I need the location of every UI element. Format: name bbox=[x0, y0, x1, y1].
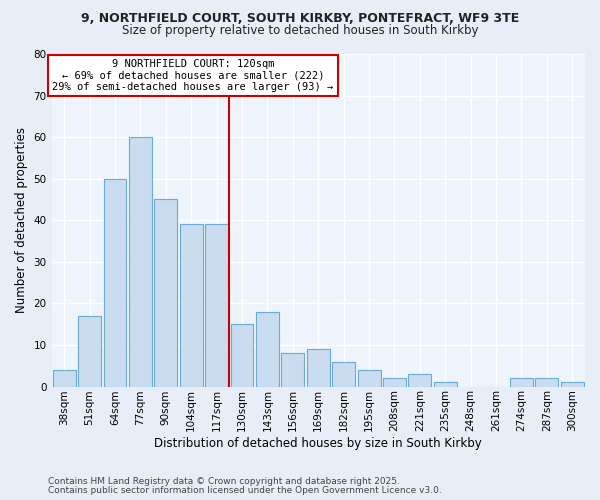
Text: Contains public sector information licensed under the Open Government Licence v3: Contains public sector information licen… bbox=[48, 486, 442, 495]
Text: Contains HM Land Registry data © Crown copyright and database right 2025.: Contains HM Land Registry data © Crown c… bbox=[48, 477, 400, 486]
Y-axis label: Number of detached properties: Number of detached properties bbox=[15, 128, 28, 314]
Bar bbox=[434, 382, 457, 386]
Bar bbox=[332, 362, 355, 386]
Text: 9 NORTHFIELD COURT: 120sqm
← 69% of detached houses are smaller (222)
29% of sem: 9 NORTHFIELD COURT: 120sqm ← 69% of deta… bbox=[52, 59, 334, 92]
Bar bbox=[535, 378, 559, 386]
Bar bbox=[78, 316, 101, 386]
Text: 9, NORTHFIELD COURT, SOUTH KIRKBY, PONTEFRACT, WF9 3TE: 9, NORTHFIELD COURT, SOUTH KIRKBY, PONTE… bbox=[81, 12, 519, 26]
Bar bbox=[510, 378, 533, 386]
Bar bbox=[180, 224, 203, 386]
Bar bbox=[154, 200, 177, 386]
Bar bbox=[409, 374, 431, 386]
Bar bbox=[561, 382, 584, 386]
X-axis label: Distribution of detached houses by size in South Kirkby: Distribution of detached houses by size … bbox=[154, 437, 482, 450]
Bar bbox=[53, 370, 76, 386]
Bar bbox=[205, 224, 228, 386]
Bar bbox=[383, 378, 406, 386]
Bar bbox=[256, 312, 279, 386]
Text: Size of property relative to detached houses in South Kirkby: Size of property relative to detached ho… bbox=[122, 24, 478, 37]
Bar bbox=[104, 178, 127, 386]
Bar bbox=[129, 137, 152, 386]
Bar bbox=[307, 349, 330, 387]
Bar bbox=[230, 324, 253, 386]
Bar bbox=[358, 370, 380, 386]
Bar bbox=[281, 354, 304, 386]
